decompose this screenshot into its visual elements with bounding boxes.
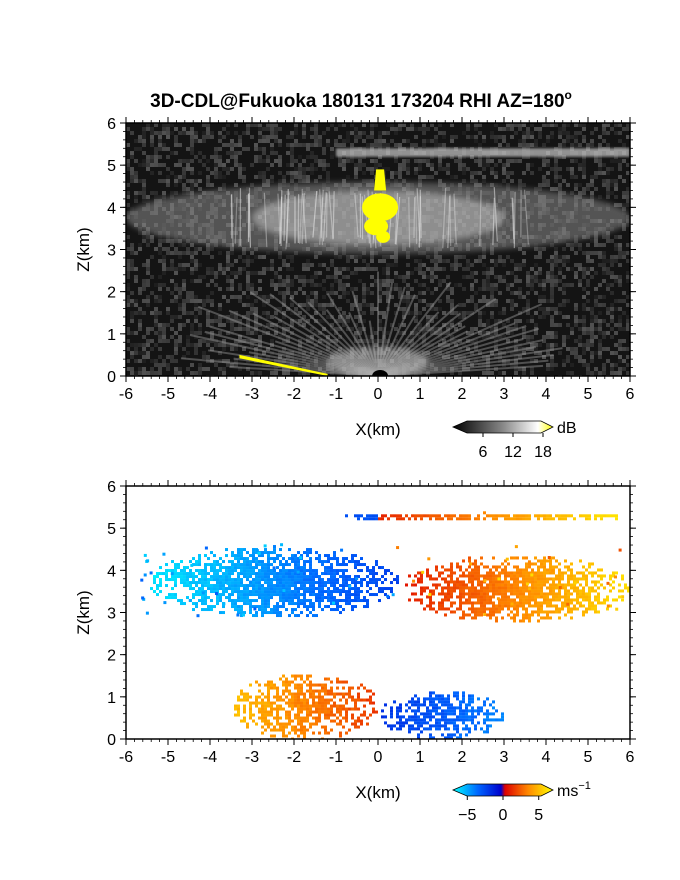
- colorbar-tick-label: 18: [534, 444, 552, 461]
- echo-low-level-fan: [180, 271, 563, 376]
- y-axis-label: Z(km): [74, 590, 93, 634]
- echo-thin-cirrus-band: [336, 148, 630, 157]
- x-tick-label: -5: [161, 386, 175, 403]
- colorbar-tick-label: 5: [534, 807, 543, 824]
- x-tick-label: 0: [374, 386, 383, 403]
- x-tick-label: -3: [245, 386, 259, 403]
- y-tick-label: 1: [107, 327, 116, 344]
- x-tick-label: -6: [119, 386, 133, 403]
- x-tick-label: -2: [287, 386, 301, 403]
- colorbar-bar: [451, 783, 554, 797]
- velocity-scattered-pixels: [140, 543, 625, 618]
- x-axis-label: X(km): [355, 783, 400, 802]
- velocity-top-band: [345, 511, 618, 521]
- velocity-low-layer-receding: [234, 674, 378, 739]
- x-tick-label: 3: [500, 386, 509, 403]
- y-tick-label: 0: [107, 732, 116, 749]
- velocity-upper-layer-receding: [405, 556, 630, 623]
- y-tick-label: 1: [107, 690, 116, 707]
- velocity-field: [140, 511, 630, 739]
- x-tick-label: 5: [584, 749, 593, 766]
- velocity-panel: -6 -5 -4 -3 -2 -1 0 1 2 3 4 5 6 0 1 2 3 4 5 6 X(km) Z(km): [74, 479, 636, 802]
- reflectivity-field: [126, 123, 630, 376]
- x-tick-label: 2: [458, 386, 467, 403]
- reflectivity-colorbar: 6 12 18 dB: [451, 420, 577, 461]
- echo-near-range: [327, 346, 429, 376]
- colorbar-tick-label: 12: [504, 444, 522, 461]
- colorbar-tick-label: 0: [499, 807, 508, 824]
- reflectivity-axes: -6 -5 -4 -3 -2 -1 0 1 2 3 4 5 6 0 1 2 3 4 5 6 X(km) Z(km): [74, 116, 636, 439]
- colorbar-tick-label: −5: [458, 807, 476, 824]
- velocity-colorbar: −5 0 5 ms−1: [451, 780, 591, 824]
- x-tick-label: 6: [626, 749, 635, 766]
- y-axis-label: Z(km): [74, 227, 93, 271]
- y-tick-label: 2: [107, 285, 116, 302]
- velocity-low-layer-approaching: [381, 691, 504, 739]
- y-tick-label: 2: [107, 648, 116, 665]
- x-tick-label: 4: [542, 386, 551, 403]
- y-tick-label: 0: [107, 369, 116, 386]
- x-tick-label: -1: [329, 386, 343, 403]
- x-axis-label: X(km): [355, 420, 400, 439]
- chart-title: 3D-CDL@Fukuoka 180131 173204 RHI AZ=180o: [150, 88, 572, 112]
- x-tick-label: 1: [416, 749, 425, 766]
- x-tick-label: -4: [203, 749, 217, 766]
- x-tick-label: 4: [542, 749, 551, 766]
- x-tick-label: -2: [287, 749, 301, 766]
- y-tick-label: 6: [107, 479, 116, 496]
- ground-clutter-echo: [239, 354, 328, 376]
- x-tick-label: 5: [584, 386, 593, 403]
- y-tick-label: 3: [107, 243, 116, 260]
- x-tick-label: -4: [203, 386, 217, 403]
- x-tick-label: -3: [245, 749, 259, 766]
- velocity-axes: -6 -5 -4 -3 -2 -1 0 1 2 3 4 5 6 0 1 2 3 4 5 6 X(km) Z(km): [74, 479, 636, 802]
- x-tick-label: 1: [416, 386, 425, 403]
- x-tick-label: -6: [119, 749, 133, 766]
- reflectivity-panel: -6 -5 -4 -3 -2 -1 0 1 2 3 4 5 6 0 1 2 3 4 5 6 X(km) Z(km): [74, 116, 636, 439]
- y-tick-label: 4: [107, 200, 116, 217]
- colorbar-unit: dB: [557, 420, 577, 437]
- y-tick-label: 5: [107, 158, 116, 175]
- echo-strong-echo-core: [362, 169, 399, 243]
- x-tick-label: 0: [374, 749, 383, 766]
- x-tick-label: -1: [329, 749, 343, 766]
- x-tick-label: 2: [458, 749, 467, 766]
- x-tick-label: 6: [626, 386, 635, 403]
- colorbar-unit: ms−1: [557, 780, 591, 800]
- y-tick-label: 5: [107, 521, 116, 538]
- y-tick-label: 4: [107, 563, 116, 580]
- y-tick-label: 6: [107, 116, 116, 133]
- x-tick-label: 3: [500, 749, 509, 766]
- colorbar-bar: [451, 420, 554, 434]
- radar-site-marker: [372, 370, 389, 376]
- y-tick-label: 3: [107, 606, 116, 623]
- x-tick-label: -5: [161, 749, 175, 766]
- colorbar-tick-label: 6: [479, 444, 488, 461]
